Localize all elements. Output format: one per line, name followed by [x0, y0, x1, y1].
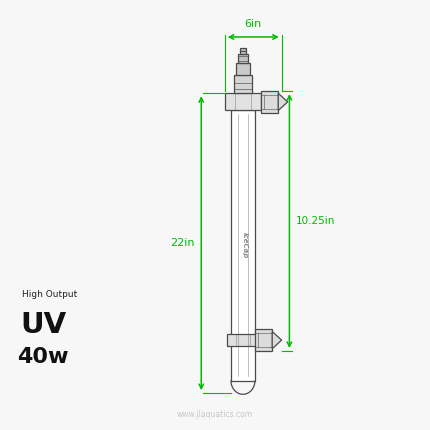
- Bar: [227, 334, 259, 346]
- Bar: [255, 329, 272, 351]
- Text: 22in: 22in: [170, 238, 195, 248]
- Text: www.jlaquatics.com: www.jlaquatics.com: [177, 410, 253, 419]
- Bar: [225, 93, 261, 110]
- Text: 40w: 40w: [17, 347, 69, 367]
- Bar: [234, 75, 252, 93]
- Polygon shape: [278, 93, 288, 111]
- Bar: [238, 54, 248, 63]
- Text: IceCap: IceCap: [242, 232, 248, 258]
- Text: 10.25in: 10.25in: [296, 216, 335, 226]
- Bar: [231, 110, 255, 381]
- Text: UV: UV: [20, 310, 66, 339]
- Polygon shape: [272, 332, 282, 349]
- Text: 6in: 6in: [245, 19, 262, 29]
- Bar: [240, 48, 246, 54]
- Bar: [261, 91, 278, 113]
- Text: High Output: High Output: [22, 290, 77, 299]
- Bar: [236, 63, 250, 75]
